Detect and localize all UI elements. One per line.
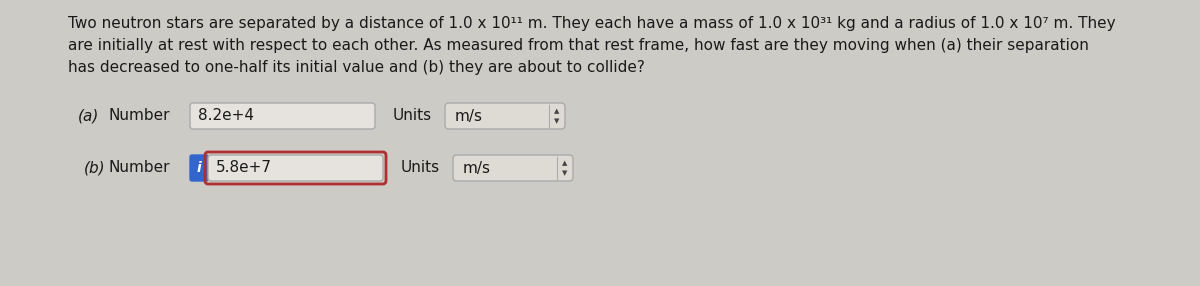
FancyBboxPatch shape bbox=[445, 103, 565, 129]
Text: (a): (a) bbox=[78, 108, 100, 124]
Text: has decreased to one-half its initial value and (b) they are about to collide?: has decreased to one-half its initial va… bbox=[68, 60, 644, 75]
Text: Two neutron stars are separated by a distance of 1.0 x 10¹¹ m. They each have a : Two neutron stars are separated by a dis… bbox=[68, 16, 1116, 31]
FancyBboxPatch shape bbox=[208, 155, 383, 181]
Text: Units: Units bbox=[394, 108, 432, 124]
FancyBboxPatch shape bbox=[190, 103, 374, 129]
Text: ▲: ▲ bbox=[563, 160, 568, 166]
Text: Number: Number bbox=[108, 160, 169, 176]
Text: m/s: m/s bbox=[455, 108, 482, 124]
Text: Units: Units bbox=[401, 160, 440, 176]
Text: ▲: ▲ bbox=[554, 108, 559, 114]
Text: 5.8e+7: 5.8e+7 bbox=[216, 160, 272, 176]
Text: ▼: ▼ bbox=[554, 118, 559, 124]
FancyBboxPatch shape bbox=[190, 155, 208, 181]
Text: ▼: ▼ bbox=[563, 170, 568, 176]
Text: are initially at rest with respect to each other. As measured from that rest fra: are initially at rest with respect to ea… bbox=[68, 38, 1088, 53]
Text: Number: Number bbox=[108, 108, 169, 124]
Text: m/s: m/s bbox=[463, 160, 491, 176]
Text: (b): (b) bbox=[84, 160, 106, 176]
Text: 8.2e+4: 8.2e+4 bbox=[198, 108, 254, 124]
FancyBboxPatch shape bbox=[454, 155, 574, 181]
Text: i: i bbox=[197, 161, 202, 175]
